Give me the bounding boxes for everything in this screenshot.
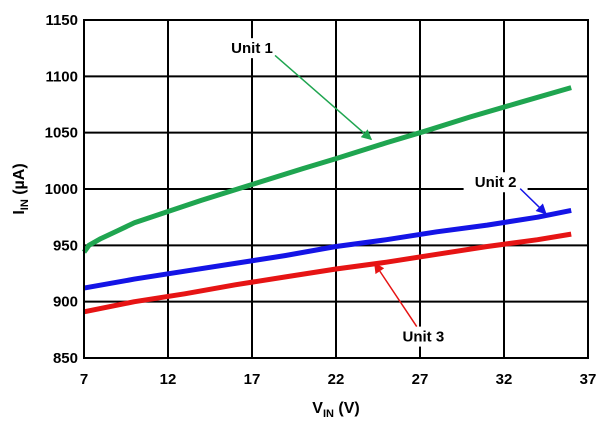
plot-frame — [83, 19, 589, 359]
x-tick-label-3: 22 — [328, 371, 345, 388]
callout-bg-2 — [391, 326, 456, 347]
y-tick-label-1: 900 — [53, 294, 78, 311]
callout-arrow-0 — [274, 54, 373, 141]
callout-arrow-1 — [519, 188, 547, 215]
callout-label-unit-2: Unit 2 — [475, 174, 517, 191]
series-layer — [81, 85, 572, 315]
y-tick-label-0: 850 — [53, 350, 78, 367]
y-tick-label-3: 1000 — [45, 181, 78, 198]
y-tick-label-6: 1150 — [45, 12, 78, 29]
x-tick-label-0: 7 — [80, 371, 88, 388]
series-line-unit-2 — [83, 207, 572, 291]
x-tick-label-2: 17 — [244, 371, 261, 388]
callout-label-unit-1: Unit 1 — [231, 40, 273, 57]
series-line-unit-3 — [83, 231, 572, 315]
x-axis-title: VIN (V) — [312, 400, 359, 420]
tick-labels: 7 12 17 22 27 32 37 850 900 950 1000 1050 1100 1150 — [45, 12, 596, 388]
y-tick-label-5: 1100 — [45, 68, 78, 85]
x-tick-label-4: 27 — [412, 371, 429, 388]
y-tick-label-4: 1050 — [45, 125, 78, 142]
callout-bg-1 — [463, 172, 528, 193]
annotations: Unit 1 Unit 2 Unit 3 — [220, 38, 547, 347]
callout-bg-0 — [220, 38, 284, 59]
y-tick-label-2: 950 — [53, 237, 78, 254]
x-tick-label-5: 32 — [496, 371, 513, 388]
y-axis-title: IIN (µA) — [11, 163, 31, 214]
x-tick-label-1: 12 — [160, 371, 177, 388]
callout-arrow-2 — [374, 262, 418, 328]
x-tick-label-6: 37 — [580, 371, 596, 388]
series-line-unit-1 — [81, 85, 572, 254]
callout-label-unit-3: Unit 3 — [403, 329, 445, 346]
